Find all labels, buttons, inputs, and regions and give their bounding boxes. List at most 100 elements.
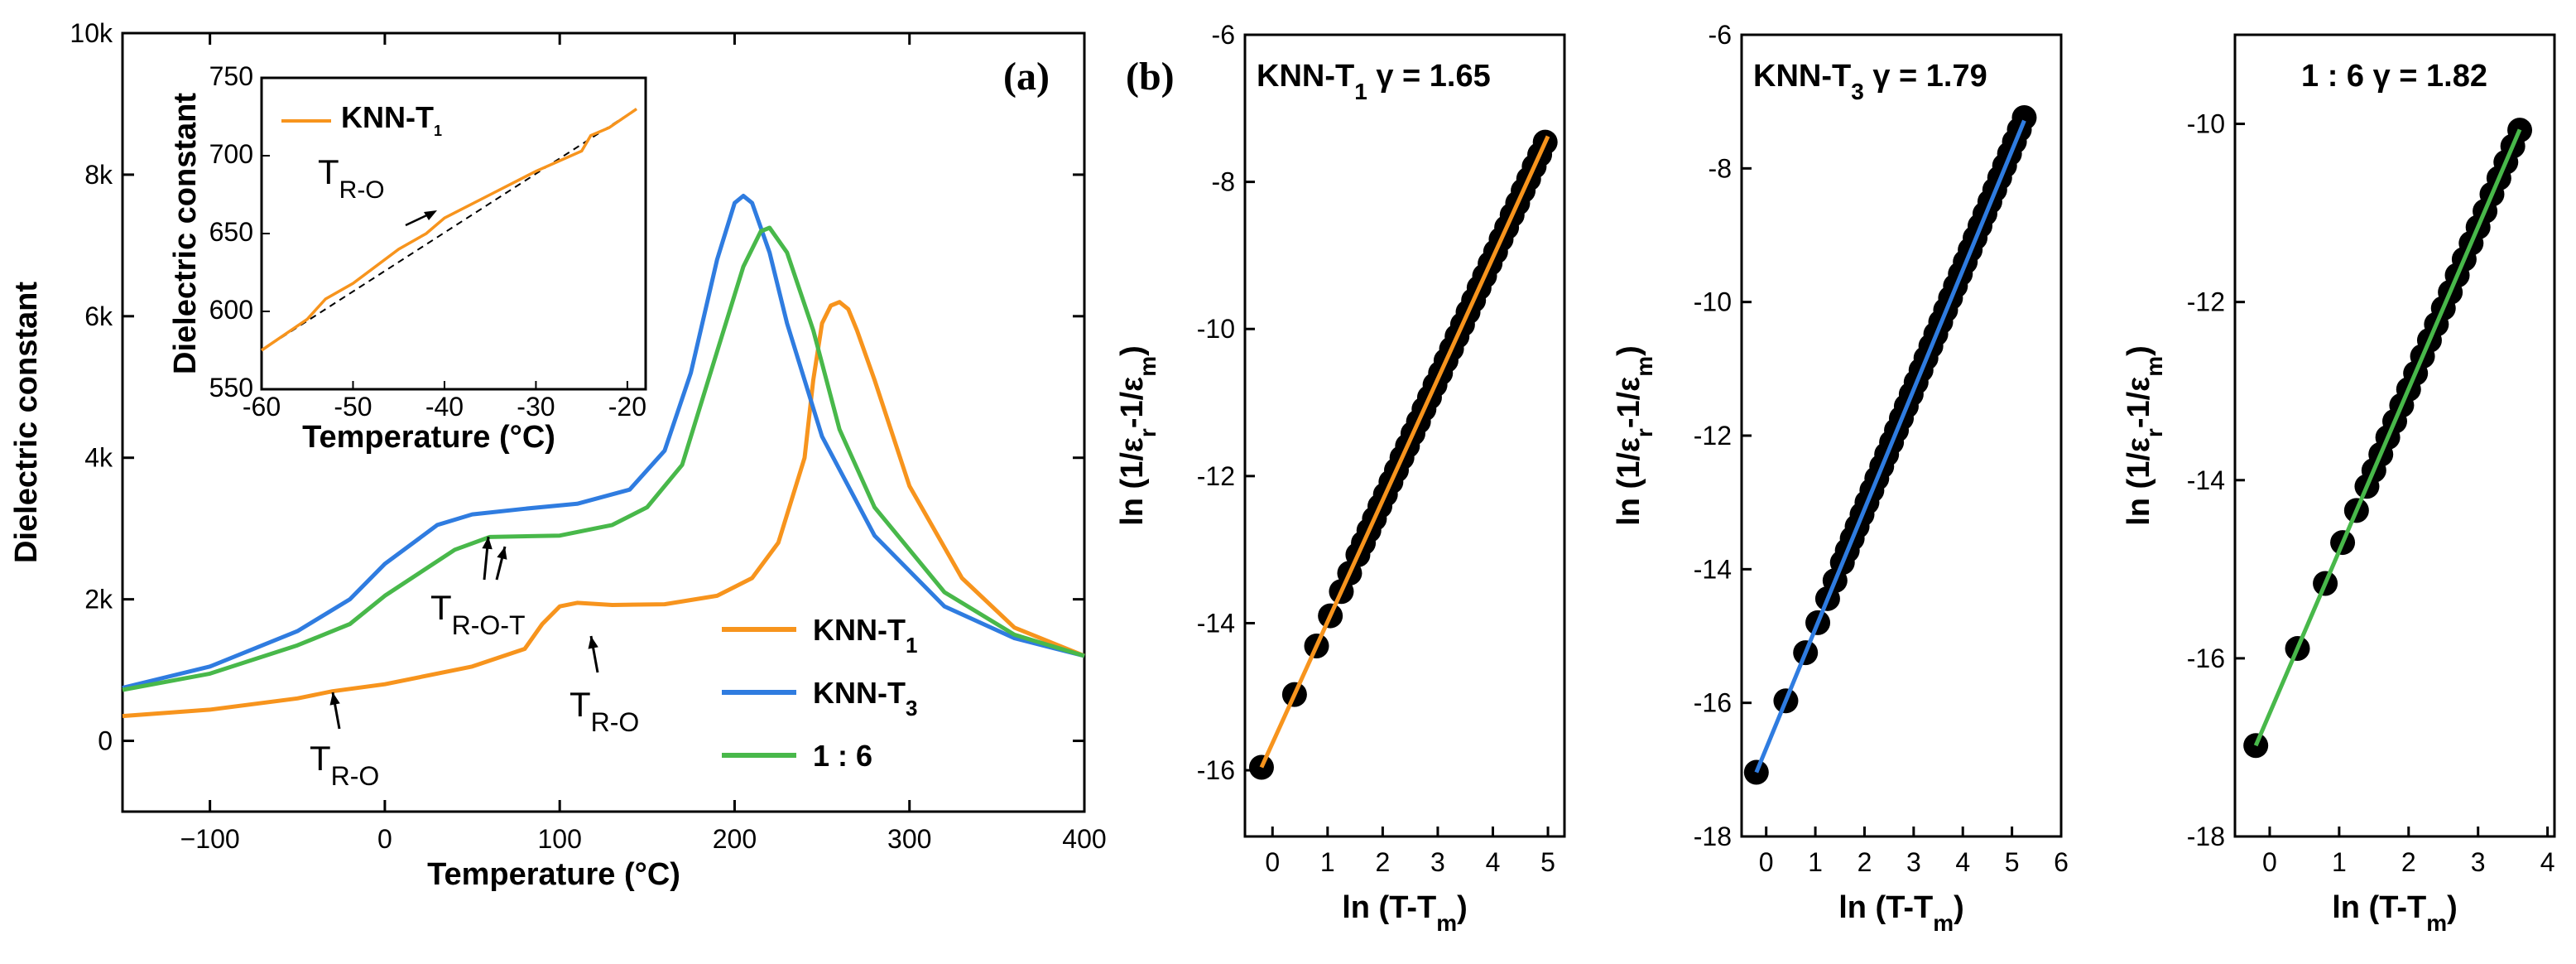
y-tick-label-a: 4k (84, 443, 113, 473)
y-tick-label-inset: 600 (209, 295, 253, 325)
annotation-subscript: R-O (591, 707, 640, 737)
panel-label-b: (b) (1126, 55, 1175, 99)
y-label-sub2: m (2141, 356, 2167, 377)
arrow-ro-1-head (588, 636, 598, 649)
y-label-sub1: r (2141, 428, 2167, 437)
y-label-pre: ln (1/ε (1115, 437, 1150, 526)
x-tick-label-b3: 0 (2262, 847, 2277, 877)
x-tick-label-b1: 3 (1430, 847, 1445, 877)
title-sub: 1 (1354, 79, 1367, 104)
y-label-post: ) (1612, 345, 1646, 356)
y-tick-label-b3: -14 (2187, 465, 2225, 495)
x-axis-label-b2: ln (T-Tm) (1838, 890, 1964, 936)
legend-subscript: 1 (906, 633, 917, 658)
x-tick-label-a: 0 (377, 824, 392, 854)
series-line-a-2 (122, 225, 1085, 692)
x-tick-label-b3: 4 (2540, 847, 2555, 877)
annotation-main: T (318, 152, 339, 191)
legend-label-a-2: 1 : 6 (813, 739, 872, 773)
y-tick-label-b2: -14 (1694, 554, 1732, 584)
x-label-pre: ln (T-T (1838, 890, 1933, 925)
y-tick-label-b1: -14 (1197, 608, 1235, 638)
annotation-subscript: R-O (331, 761, 380, 791)
y-tick-label-b3: -18 (2187, 822, 2225, 851)
x-tick-label-a: 100 (537, 824, 581, 854)
annotation-main: T (310, 739, 331, 778)
arrow-rot-1-head (482, 537, 493, 550)
title-pre: KNN-T (1753, 59, 1851, 94)
y-label-sub1: r (1632, 428, 1657, 437)
arrow-ro-2-head (329, 692, 340, 706)
y-label-sub1: r (1135, 428, 1161, 437)
legend-label-inset: KNN-T1 (341, 100, 442, 139)
x-label-post: ) (1954, 890, 1964, 925)
y-tick-label-a: 6k (84, 301, 113, 331)
x-axis-label-a: Temperature (°C) (427, 857, 680, 892)
x-tick-label-a: 300 (887, 824, 931, 854)
y-tick-label-b2: -12 (1694, 421, 1732, 451)
x-tick-label-inset: -30 (517, 392, 555, 422)
x-tick-label-b3: 1 (2332, 847, 2347, 877)
series-line-a-1 (122, 194, 1085, 690)
fit-line-b1 (1259, 135, 1550, 769)
y-tick-label-inset: 650 (209, 217, 253, 247)
x-tick-label-b1: 1 (1320, 847, 1335, 877)
title-pre: KNN-T (1257, 59, 1354, 94)
plot-area-b3 (2233, 33, 2556, 838)
y-axis-label-a: Dielectric constant (9, 282, 44, 563)
x-label-sub: m (1933, 910, 1954, 936)
x-tick-label-a: −100 (180, 824, 240, 854)
y-tick-label-a: 2k (84, 585, 113, 615)
x-label-pre: ln (T-T (2332, 890, 2426, 925)
x-tick-label-b2: 5 (2005, 847, 2020, 877)
arrow-inset-head (424, 210, 437, 220)
y-tick-label-a: 10k (70, 18, 113, 48)
y-label-mid: -1/ε (1612, 377, 1646, 428)
annotation-main: T (430, 588, 452, 627)
y-label-mid: -1/ε (2122, 377, 2156, 428)
y-tick-label-b1: -6 (1212, 20, 1235, 50)
chart-panel-a: −100 0 100 200 300 400 0 2k 4k 6k 8k 10k Temperature… (9, 18, 1107, 892)
y-tick-label-b2: -18 (1694, 822, 1732, 851)
legend-label-a-0: KNN-T1 (813, 613, 917, 658)
y-tick-label-b1: -8 (1212, 167, 1235, 197)
legend-name: 1 : 6 (813, 739, 872, 773)
x-tick-label-b2: 6 (2054, 847, 2069, 877)
legend-name: KNN-T (813, 676, 906, 710)
x-tick-label-b2: 1 (1808, 847, 1823, 877)
arrow-rot-2-head (497, 547, 507, 560)
annotation-t-r-o-1: TR-O (570, 685, 639, 737)
chart-title-b1: KNN-T1 γ = 1.65 (1257, 59, 1491, 104)
x-tick-label-inset: -50 (334, 392, 372, 422)
title-post: γ = 1.65 (1367, 59, 1491, 94)
y-tick-label-b2: -10 (1694, 287, 1732, 317)
fit-line-b2 (1754, 119, 2026, 774)
panel-label-a: (a) (1003, 55, 1050, 99)
title-pre: 1 : 6 (2301, 59, 2364, 94)
x-tick-label-inset: -20 (608, 392, 646, 422)
x-tick-label-b1: 4 (1486, 847, 1501, 877)
chart-title-b3: 1 : 6 γ = 1.82 (2301, 59, 2487, 94)
x-tick-label-b1: 5 (1540, 847, 1555, 877)
x-label-pre: ln (T-T (1342, 890, 1436, 925)
title-post: γ = 1.79 (1864, 59, 1987, 94)
chart-panel-b2: 0 1 2 3 4 5 6-18-16-14-12-10-8-6ln (T-Tm)ln (1… (1612, 20, 2069, 936)
y-label-post: ) (2122, 345, 2156, 356)
data-point-b2 (2011, 105, 2037, 131)
series-line-a-0 (122, 300, 1085, 719)
y-label-mid: -1/ε (1115, 377, 1150, 428)
legend-name: KNN-T (341, 100, 434, 134)
y-tick-label-b2: -6 (1709, 20, 1732, 50)
annotation-inset-t-r-o: TR-O (318, 152, 385, 204)
title-sub: 3 (1851, 79, 1864, 104)
x-label-sub: m (2426, 910, 2447, 936)
x-tick-label-b3: 3 (2471, 847, 2486, 877)
y-label-sub2: m (1135, 356, 1161, 377)
y-tick-label-b3: -16 (2187, 643, 2225, 673)
x-tick-label-b2: 0 (1759, 847, 1774, 877)
y-tick-label-inset: 700 (209, 139, 253, 169)
legend-label-a-1: KNN-T3 (813, 676, 917, 721)
y-tick-label-a: 0 (98, 726, 113, 756)
